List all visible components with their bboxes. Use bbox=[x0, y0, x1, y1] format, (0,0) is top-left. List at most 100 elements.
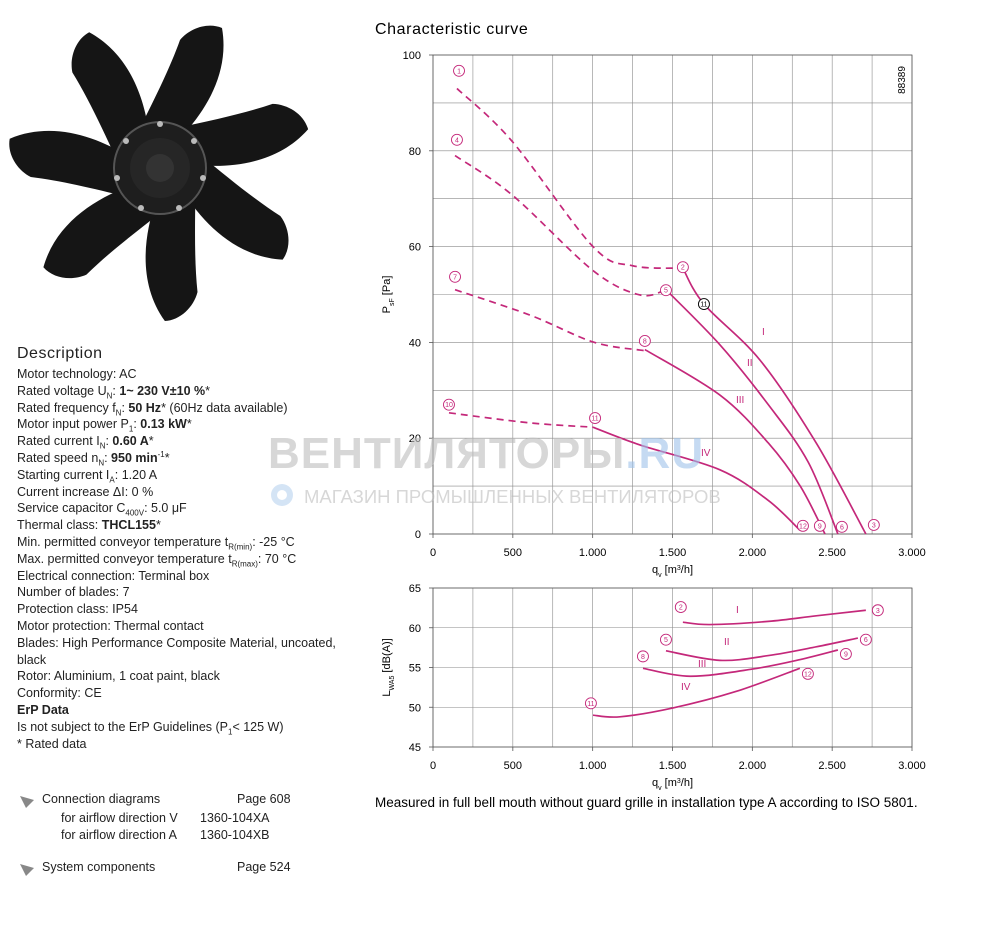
text-run: * bbox=[164, 450, 170, 465]
curve bbox=[454, 288, 647, 352]
curve bbox=[644, 348, 826, 535]
x-tick-label: 1.000 bbox=[579, 760, 607, 772]
description-row: Motor input power P1: 0.13 kW* bbox=[17, 416, 362, 433]
x-tick-label: 2.500 bbox=[818, 760, 846, 772]
point-marker bbox=[637, 650, 649, 663]
text-run: sF bbox=[389, 298, 396, 306]
description-row: Max. permitted conveyor temperature tR(m… bbox=[17, 551, 362, 568]
y-axis-label: LWA5 [dB(A)] bbox=[381, 638, 396, 696]
text-run: : bbox=[133, 417, 141, 432]
text-run: P bbox=[381, 306, 393, 313]
curve-label: III bbox=[698, 659, 706, 670]
text-run: Starting current I bbox=[17, 467, 110, 482]
curve-label: IV bbox=[681, 682, 691, 693]
x-tick-label: 3.000 bbox=[898, 760, 926, 772]
x-tick-label: 500 bbox=[504, 760, 522, 772]
point-marker bbox=[660, 284, 672, 297]
point-marker bbox=[835, 520, 848, 533]
text-run: ErP Data bbox=[17, 702, 69, 717]
x-axis-label: qv [m3/h] bbox=[652, 564, 693, 579]
text-run: N bbox=[106, 391, 113, 401]
point-marker-label: 1 bbox=[457, 68, 461, 75]
text-run: 3 bbox=[677, 565, 681, 572]
curve-label: III bbox=[736, 395, 744, 406]
link-page: Page 608 bbox=[237, 792, 291, 806]
y-tick-label: 55 bbox=[409, 663, 421, 675]
description-row: Rated voltage UN: 1~ 230 V±10 %* bbox=[17, 383, 362, 400]
description-row: Min. permitted conveyor temperature tR(m… bbox=[17, 534, 362, 551]
description-heading: Description bbox=[17, 345, 103, 362]
curve bbox=[682, 267, 867, 535]
text-run: R(min) bbox=[228, 542, 253, 552]
curve bbox=[665, 289, 839, 535]
x-tick-label: 500 bbox=[504, 547, 522, 559]
y-tick-label: 100 bbox=[403, 50, 421, 62]
curve-label: I bbox=[762, 327, 765, 338]
watermark-title: ВЕНТИЛЯТОРЫ.RU bbox=[268, 429, 704, 478]
description-row: Rated frequency fN: 50 Hz* (60Hz data av… bbox=[17, 400, 362, 417]
text-run: * bbox=[148, 434, 154, 449]
y-tick-label: 65 bbox=[409, 583, 421, 595]
text-run: 1 bbox=[228, 727, 233, 737]
description-row: Conformity: CE bbox=[17, 686, 102, 701]
y-tick-label: 80 bbox=[409, 146, 421, 158]
text-run: v bbox=[658, 572, 662, 579]
link-title: Connection diagrams bbox=[42, 792, 161, 806]
point-marker bbox=[589, 412, 602, 425]
curve-label: II bbox=[747, 358, 753, 369]
description-row: Service capacitor C400V: 5.0 μF bbox=[17, 500, 362, 517]
chart: 0 500 1.000 1.500 2.000 2.500 3.0004550556065q… bbox=[381, 583, 926, 792]
link-item-code: 1360-104XB bbox=[200, 828, 270, 842]
link-item-label: for airflow direction V bbox=[61, 811, 178, 825]
point-marker-label: 3 bbox=[872, 522, 876, 529]
point-marker bbox=[801, 667, 814, 680]
point-marker bbox=[796, 519, 809, 532]
text-run: Rated voltage U bbox=[17, 383, 107, 398]
text-run: 1 bbox=[128, 424, 134, 434]
text-run: N bbox=[99, 441, 106, 451]
description-row: Electrical connection: Terminal box bbox=[17, 568, 210, 583]
point-marker bbox=[859, 633, 872, 646]
description-row: Thermal class: THCL155* bbox=[17, 517, 362, 534]
text-run: < 125 W) bbox=[232, 719, 284, 734]
y-tick-label: 60 bbox=[409, 623, 421, 635]
x-axis-label: qv [m3/h] bbox=[652, 777, 693, 792]
description-row: ErP Data bbox=[17, 702, 362, 719]
text-run: L bbox=[381, 691, 393, 697]
text-run: : 70 °C bbox=[257, 551, 297, 566]
text-run: Rated frequency f bbox=[17, 400, 116, 415]
link-item-label: for airflow direction A bbox=[61, 828, 178, 842]
text-run: Motor input power P bbox=[17, 417, 129, 432]
text-run: 1~ 230 V±10 % bbox=[119, 383, 206, 398]
point-marker-label: 7 bbox=[453, 274, 457, 281]
description-row: Protection class: IP54 bbox=[17, 602, 138, 617]
text-run: q bbox=[652, 777, 658, 789]
text-run: 400V bbox=[125, 508, 145, 518]
point-marker bbox=[638, 335, 651, 347]
text-run: THCL155 bbox=[101, 518, 156, 533]
text-run: [m bbox=[662, 777, 677, 789]
description-row: Rated current IN: 0.60 A* bbox=[17, 433, 362, 450]
description: Description Motor technology: AC Rated vo… bbox=[17, 344, 362, 752]
text-run: /h] bbox=[681, 564, 693, 576]
y-tick-label: 20 bbox=[409, 433, 421, 445]
point-marker bbox=[674, 601, 687, 614]
point-marker bbox=[660, 633, 672, 646]
text-run: 50 Hz bbox=[128, 400, 162, 415]
watermark: ВЕНТИЛЯТОРЫ.RU МАГАЗИН ПРОМЫШЛЕННЫХ ВЕНТИ… bbox=[268, 429, 721, 507]
text-run: A bbox=[109, 475, 115, 485]
description-row: Number of blades: 7 bbox=[17, 585, 130, 600]
point-marker bbox=[813, 519, 826, 532]
text-run: [m bbox=[662, 564, 677, 576]
point-marker bbox=[443, 398, 455, 411]
text-run: Service capacitor C bbox=[17, 501, 126, 516]
x-tick-label: 1.500 bbox=[659, 547, 687, 559]
text-run: : -25 °C bbox=[252, 534, 295, 549]
text-run: q bbox=[652, 564, 658, 576]
text-run: : bbox=[121, 400, 129, 415]
description-row: Starting current IA: 1.20 A bbox=[17, 467, 362, 484]
x-tick-label: 2.000 bbox=[739, 547, 767, 559]
curve-label: I bbox=[736, 605, 739, 616]
description-row: Motor technology: AC bbox=[17, 367, 137, 381]
